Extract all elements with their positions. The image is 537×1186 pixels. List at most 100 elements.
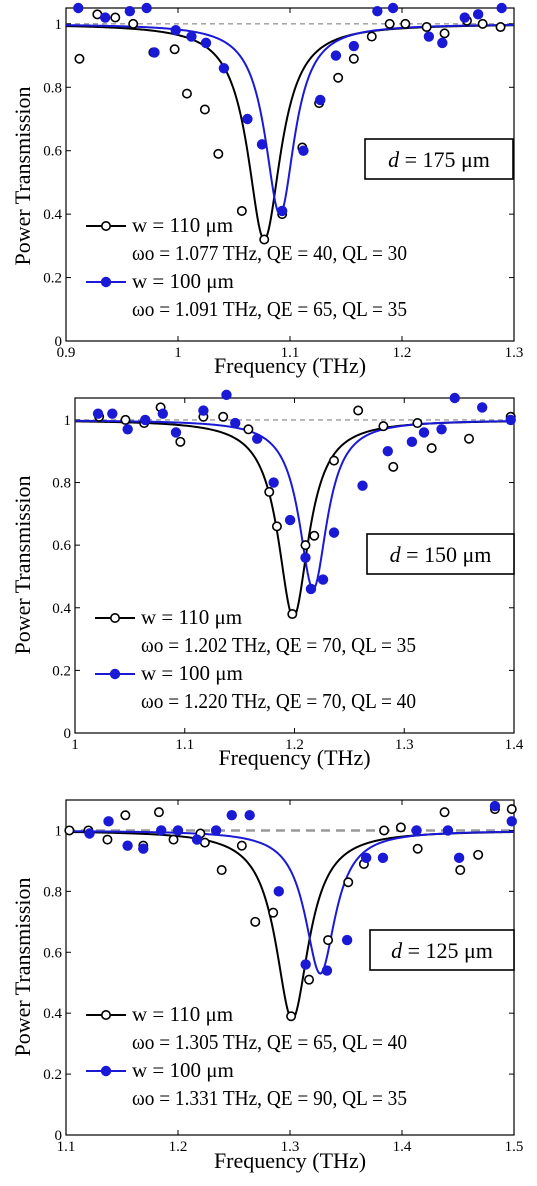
data-point-series-2 (122, 424, 133, 435)
legend-details-series-1: ωo = 1.305 THz, QE = 65, QL = 40 (132, 1030, 407, 1054)
data-point-series-2 (372, 5, 383, 17)
x-tick-label: 1.2 (169, 1139, 188, 1155)
data-point-series-2 (157, 408, 168, 419)
data-point-series-2 (305, 583, 317, 595)
y-tick-label: 0.8 (43, 884, 62, 900)
data-point-series-2 (315, 94, 326, 106)
data-point-series-2 (506, 816, 517, 827)
data-point-series-2 (505, 414, 516, 426)
data-point-series-1 (304, 974, 315, 985)
data-point-series-2 (442, 825, 454, 836)
data-point-series-1 (102, 834, 113, 845)
y-tick-label: 1 (64, 413, 72, 429)
data-point-series-2 (276, 205, 288, 217)
data-point-series-2 (218, 63, 230, 74)
data-point-series-1 (464, 433, 475, 444)
data-point-series-1 (236, 840, 247, 851)
x-tick-label: 1.3 (281, 1139, 300, 1155)
data-point-series-2 (328, 527, 340, 538)
data-point-series-2 (92, 408, 104, 419)
data-point-series-1 (168, 834, 179, 845)
annotation-value: = 175 μm (399, 147, 490, 172)
data-point-series-2 (107, 408, 118, 419)
y-tick-label: 0.6 (43, 144, 62, 160)
legend-details-series-2: ωo = 1.091 THz, QE = 65, QL = 35 (132, 297, 407, 321)
data-point-series-1 (286, 1011, 297, 1022)
y-tick-label: 0.8 (43, 80, 62, 96)
data-point-series-1 (213, 148, 224, 159)
data-point-series-1 (271, 521, 282, 532)
data-point-series-1 (175, 436, 186, 447)
legend-marker-series-1 (110, 612, 121, 623)
data-point-series-1 (120, 810, 131, 821)
data-point-series-1 (384, 18, 395, 29)
y-tick-label: 0.6 (43, 945, 62, 961)
data-point-series-1 (353, 405, 364, 416)
data-point-series-1 (412, 843, 423, 854)
data-point-series-1 (455, 865, 466, 876)
data-point-series-1 (236, 205, 247, 216)
annotation-text: d = 125 μm (391, 938, 493, 963)
data-point-series-2 (242, 113, 253, 125)
data-point-series-1 (110, 12, 121, 23)
data-point-series-2 (170, 427, 182, 438)
legend-details-series-2: ωo = 1.220 THz, QE = 70, QL = 40 (141, 689, 416, 713)
y-tick-label: 1 (55, 17, 63, 33)
data-point-series-1 (395, 822, 406, 833)
data-point-series-2 (317, 574, 329, 585)
data-point-series-1 (181, 88, 192, 99)
legend-name-series-1: w = 110 μm (132, 213, 233, 237)
data-point-series-2 (453, 852, 465, 864)
data-point-series-1 (379, 825, 390, 836)
data-point-series-2 (449, 392, 460, 404)
legend-name-series-1: w = 110 μm (132, 1002, 233, 1026)
data-point-series-2 (226, 810, 237, 821)
data-point-series-1 (199, 104, 210, 115)
data-point-series-1 (388, 461, 399, 472)
data-point-series-1 (74, 53, 85, 64)
data-point-series-2 (244, 810, 255, 821)
data-point-series-1 (343, 877, 354, 888)
x-tick-label: 1.3 (395, 737, 414, 753)
chart-panel-2: 1 1.1 1.2 1.3 1.4 0 0.2 0.4 0.6 0.8 1 Frequency (TH… (10, 389, 524, 770)
x-tick-label: 1.1 (281, 345, 300, 361)
data-point-series-2 (103, 816, 114, 827)
x-tick-label: 1.1 (175, 737, 194, 753)
legend-name-series-2: w = 100 μm (141, 661, 243, 685)
data-point-series-1 (439, 807, 450, 818)
y-tick-label: 0.4 (52, 601, 71, 617)
annotation-box (364, 138, 514, 180)
data-point-series-2 (330, 50, 342, 61)
x-tick-label: 1.4 (393, 1139, 412, 1155)
data-point-series-2 (377, 852, 389, 864)
data-point-series-1 (250, 916, 261, 927)
data-point-series-2 (210, 825, 222, 836)
data-point-series-1 (439, 28, 450, 39)
data-point-series-2 (124, 5, 136, 17)
data-point-series-1 (64, 825, 75, 836)
data-point-series-2 (284, 514, 296, 526)
legend-marker-series-1 (101, 221, 112, 232)
data-point-series-1 (287, 609, 298, 620)
data-point-series-1 (120, 414, 131, 425)
data-point-series-2 (300, 552, 311, 563)
annotation-value: = 125 μm (402, 938, 493, 963)
data-point-series-1 (300, 540, 311, 551)
data-point-series-2 (100, 12, 111, 23)
legend-marker-series-2 (109, 668, 121, 680)
data-point-series-2 (382, 446, 393, 457)
data-point-series-2 (300, 959, 311, 970)
x-tick-label: 1 (71, 737, 79, 753)
data-point-series-2 (406, 436, 418, 448)
data-point-series-2 (341, 934, 353, 946)
data-point-series-2 (273, 886, 284, 897)
data-point-series-2 (256, 139, 268, 150)
data-point-series-1 (421, 22, 432, 33)
data-point-series-2 (321, 965, 333, 976)
data-point-series-1 (128, 18, 139, 29)
data-point-series-2 (360, 852, 372, 864)
data-point-series-2 (191, 834, 203, 845)
data-point-series-1 (218, 411, 229, 422)
data-point-series-2 (437, 37, 448, 49)
data-point-series-1 (329, 455, 340, 466)
